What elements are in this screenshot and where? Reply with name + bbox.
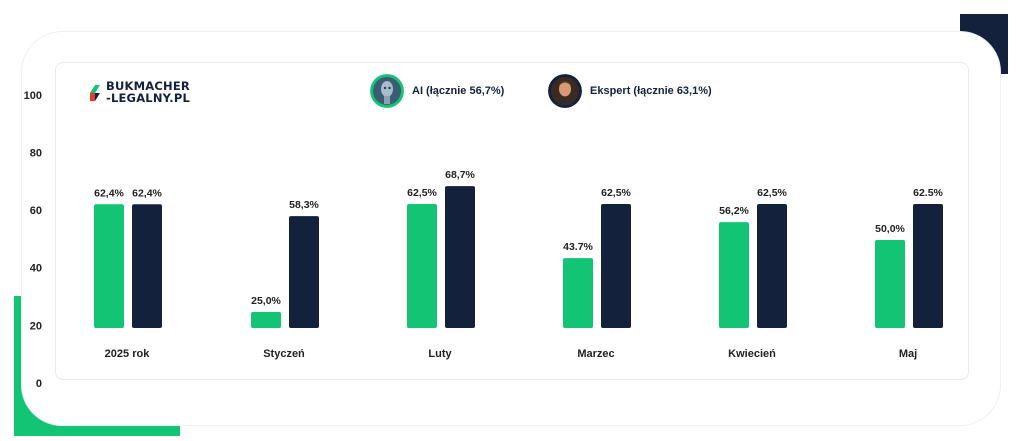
y-tick-label: 80 <box>30 148 42 160</box>
brand-logo: BUKMACHER -LEGALNY.PL <box>88 79 190 105</box>
bar-expert <box>289 216 319 328</box>
data-label-expert: 58,3% <box>289 199 319 211</box>
x-category-label: Kwiecień <box>728 348 776 360</box>
chart-panel <box>55 62 969 380</box>
y-tick-label: 0 <box>36 378 42 390</box>
y-tick-label: 60 <box>30 205 42 217</box>
bar-expert <box>757 204 787 328</box>
bar-expert <box>913 204 943 328</box>
data-label-expert: 62,4% <box>132 187 162 199</box>
brand-line-2: -LEGALNY.PL <box>106 91 190 105</box>
bars: 62,4% 62,4% 25,0% 58,3% 62,5% 68,7% 43.7% 62,5%… <box>94 169 944 328</box>
brand-line-1: BUKMACHER <box>106 79 190 93</box>
x-category-label: Maj <box>899 348 917 360</box>
legend-label-expert: Ekspert (łącznie 63,1%) <box>590 85 712 97</box>
data-label-expert: 62,5% <box>757 187 787 199</box>
x-category-label: Marzec <box>577 348 614 360</box>
bar-ai <box>875 240 905 328</box>
x-category-label: 2025 rok <box>105 348 151 360</box>
y-axis: 0 20 40 60 80 100 <box>24 90 42 390</box>
data-label-ai: 62,4% <box>94 187 124 199</box>
bar-ai <box>407 204 437 328</box>
data-label-expert: 62,5% <box>601 187 631 199</box>
y-tick-label: 40 <box>30 263 42 275</box>
data-label-ai: 56,2% <box>719 205 749 217</box>
bar-expert <box>601 204 631 328</box>
data-label-ai: 43.7% <box>563 241 593 253</box>
expert-portrait-icon <box>548 74 582 108</box>
bar-expert <box>132 204 162 328</box>
x-axis: 2025 rok Styczeń Luty Marzec Kwiecień Maj <box>105 348 918 360</box>
data-label-ai: 50,0% <box>875 223 905 235</box>
bar-ai <box>563 258 593 328</box>
data-label-expert: 68,7% <box>445 169 475 181</box>
legend-item-expert: Ekspert (łącznie 63,1%) <box>548 74 712 108</box>
data-label-ai: 62,5% <box>407 187 437 199</box>
brand-mark-icon <box>90 85 100 101</box>
x-category-label: Luty <box>428 348 452 360</box>
bar-ai <box>251 312 281 328</box>
x-category-label: Styczeń <box>263 348 305 360</box>
legend-label-ai: AI (łącznie 56,7%) <box>412 85 505 97</box>
data-label-ai: 25,0% <box>251 295 281 307</box>
bar-expert <box>445 186 475 328</box>
y-tick-label: 100 <box>24 90 42 102</box>
bar-ai <box>94 204 124 328</box>
brand-name: BUKMACHER -LEGALNY.PL <box>106 80 190 104</box>
robot-avatar-icon <box>370 74 404 108</box>
legend-item-ai: AI (łącznie 56,7%) <box>370 74 504 108</box>
data-label-expert: 62.5% <box>913 187 943 199</box>
bar-ai <box>719 222 749 328</box>
y-tick-label: 20 <box>30 320 42 332</box>
